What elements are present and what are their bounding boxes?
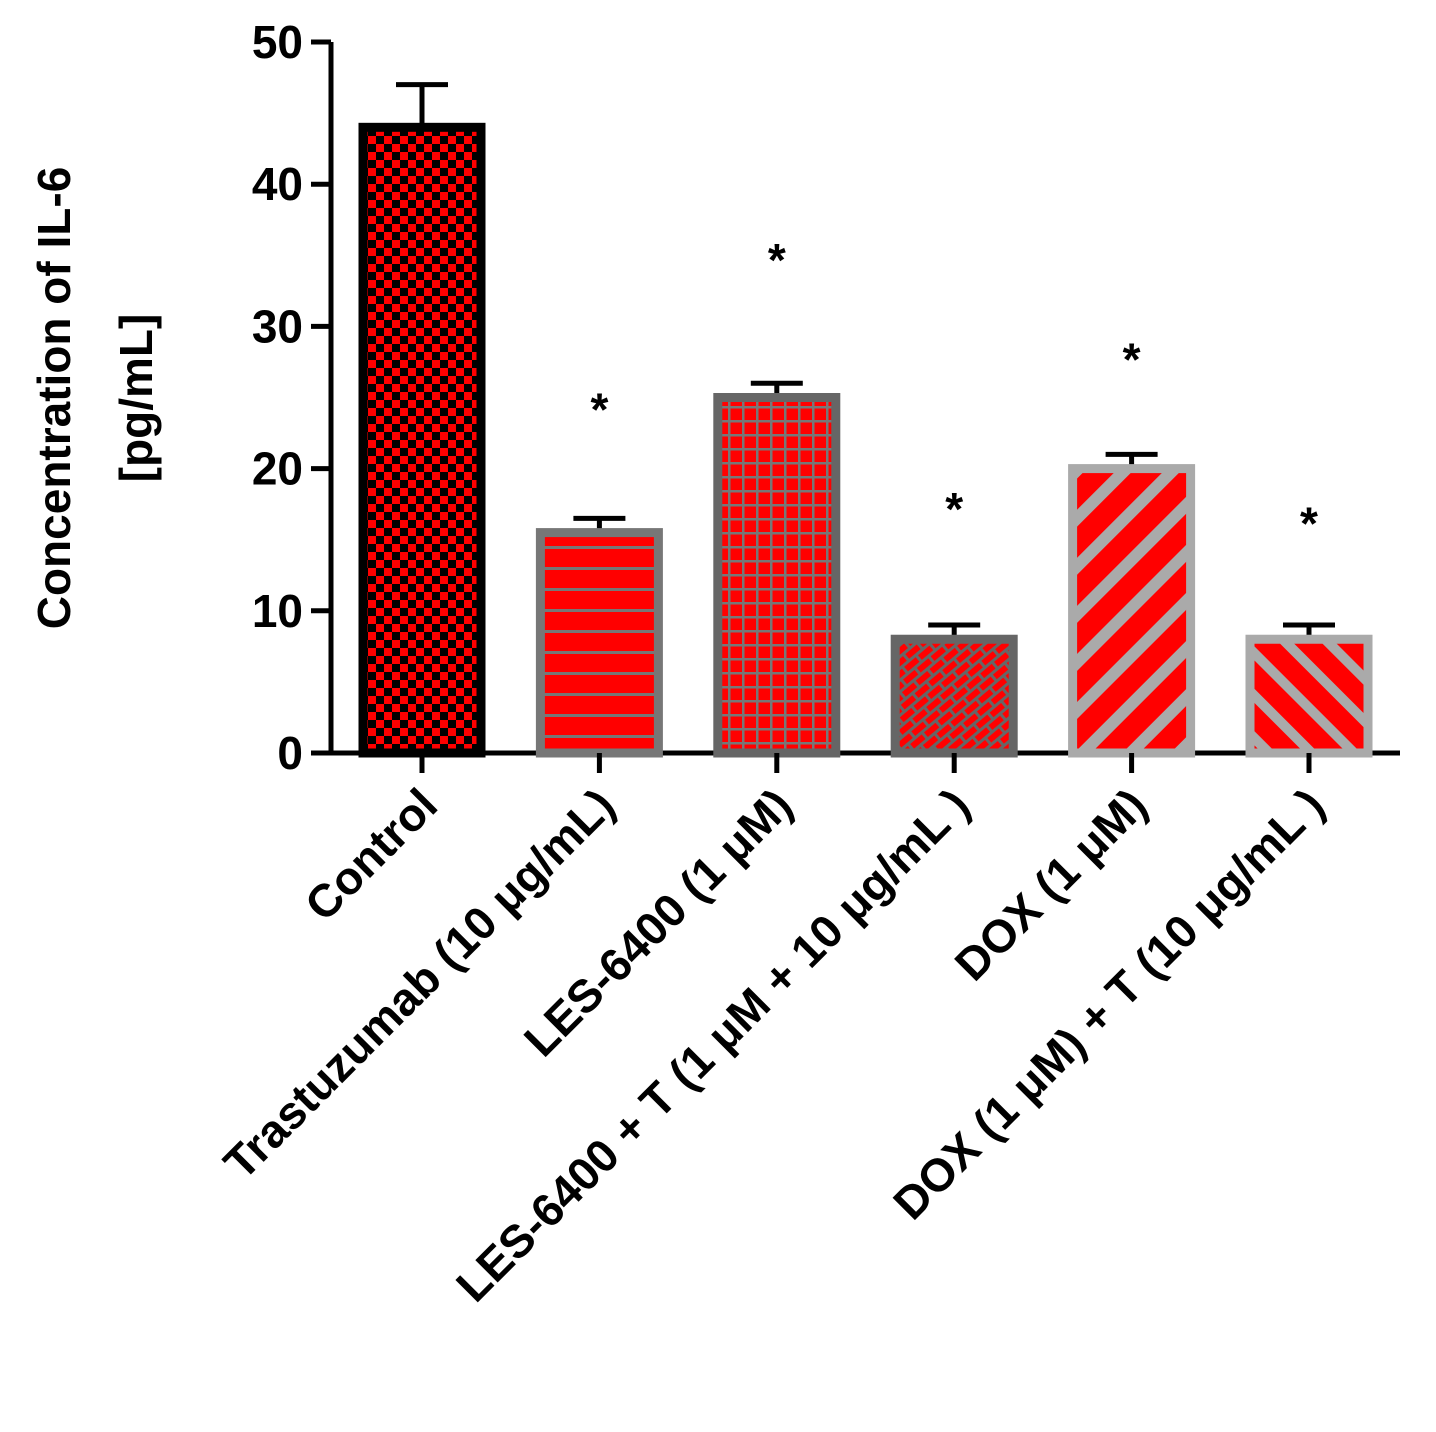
y-axis-label-line-2: [pg/mL] — [110, 314, 162, 483]
y-tick-label: 40 — [252, 158, 303, 210]
y-tick-label: 20 — [252, 443, 303, 495]
y-tick-label: 10 — [252, 585, 303, 637]
bar-3 — [890, 634, 1018, 758]
significance-marker: * — [590, 384, 608, 436]
y-tick-label: 30 — [252, 300, 303, 352]
x-category-label: Control — [295, 778, 447, 930]
bar-2 — [713, 393, 841, 758]
y-tick-label: 50 — [252, 16, 303, 68]
significance-marker: * — [1123, 334, 1141, 386]
y-ticks: 0 10 20 30 40 50 — [252, 16, 331, 779]
bar-1 — [535, 528, 663, 758]
significance-marker: * — [1300, 497, 1318, 549]
bar-4 — [1068, 464, 1196, 758]
significance-marker: * — [768, 234, 786, 286]
bars: * * * * * — [358, 82, 1373, 758]
bar-5 — [1245, 634, 1373, 758]
y-axis-label-line-1: Concentration of IL-6 — [28, 167, 80, 630]
significance-marker: * — [945, 483, 963, 535]
y-tick-label: 0 — [277, 727, 303, 779]
bar-0 — [358, 122, 486, 758]
